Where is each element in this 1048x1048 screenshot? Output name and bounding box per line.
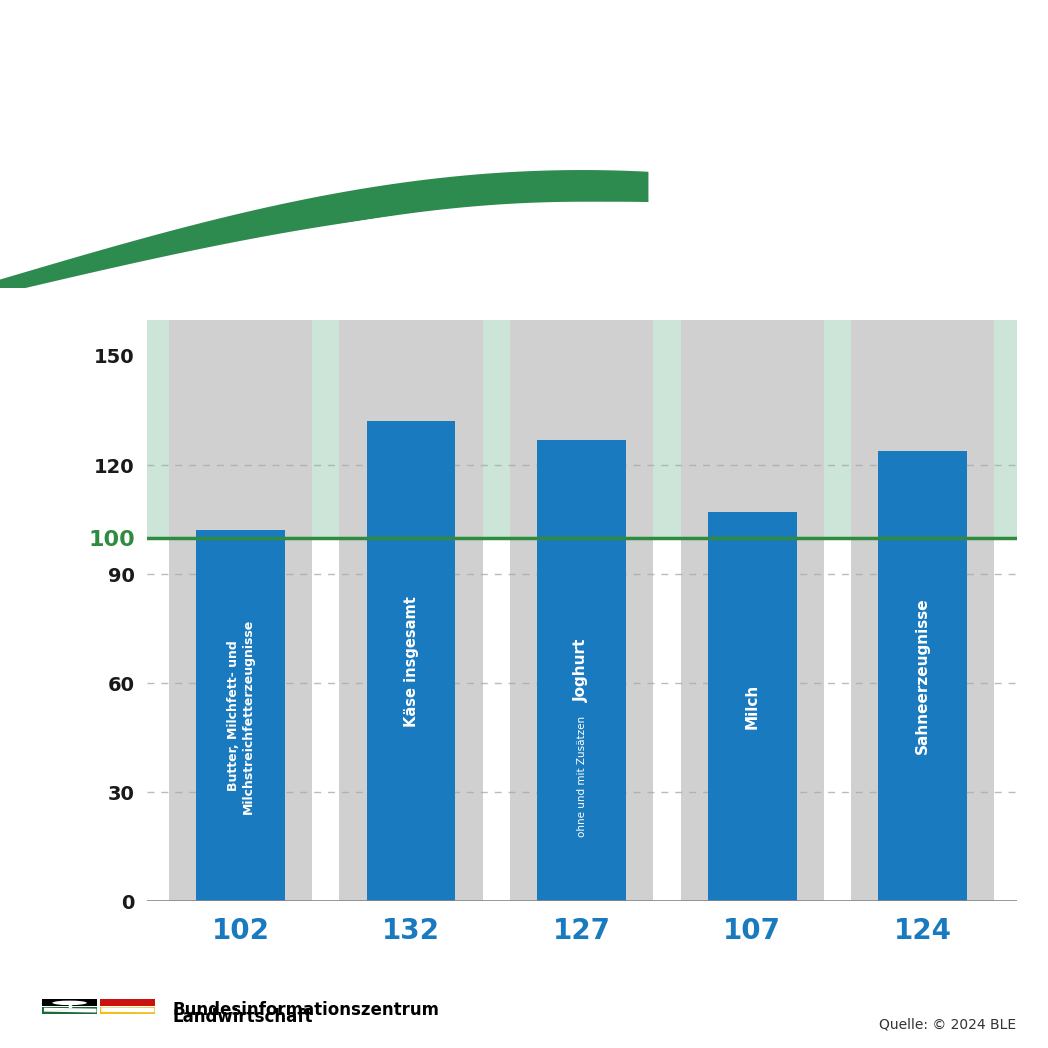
Text: Milch: Milch	[745, 684, 760, 729]
Text: Quelle: © 2024 BLE: Quelle: © 2024 BLE	[879, 1018, 1017, 1031]
Text: Käse insgesamt: Käse insgesamt	[403, 596, 418, 727]
Text: Butter, Milchfett- und
Milchstreichfetterzeugnisse: Butter, Milchfett- und Milchstreichfette…	[226, 618, 255, 813]
Bar	[538, 439, 626, 901]
Bar	[680, 320, 824, 901]
Polygon shape	[0, 202, 1048, 433]
Bar	[100, 999, 155, 1006]
Bar	[340, 320, 483, 901]
Text: ohne und mit Zusätzen: ohne und mit Zusätzen	[576, 716, 587, 837]
Bar	[42, 1007, 97, 1014]
Text: Bundesinformationszentrum: Bundesinformationszentrum	[173, 1001, 440, 1020]
Bar	[100, 1007, 155, 1014]
Circle shape	[52, 1001, 87, 1005]
Bar	[851, 320, 995, 901]
Bar	[42, 999, 97, 1006]
Bar	[367, 421, 456, 901]
Text: (2023, in Prozent): (2023, in Prozent)	[394, 214, 654, 242]
Bar	[196, 530, 285, 901]
Bar	[169, 320, 312, 901]
Text: Joghurt: Joghurt	[574, 638, 589, 702]
Bar	[707, 512, 796, 901]
Bar	[147, 320, 1017, 538]
Text: Sahneerzeugnisse: Sahneerzeugnisse	[915, 597, 931, 755]
Bar	[510, 320, 653, 901]
Polygon shape	[0, 170, 649, 311]
Text: Landwirtschaft: Landwirtschaft	[173, 1007, 313, 1026]
Text: Der Selbstversorgungsgrad von
Milch und Milchprodukten: Der Selbstversorgungsgrad von Milch und …	[100, 51, 948, 152]
Bar	[878, 451, 967, 901]
